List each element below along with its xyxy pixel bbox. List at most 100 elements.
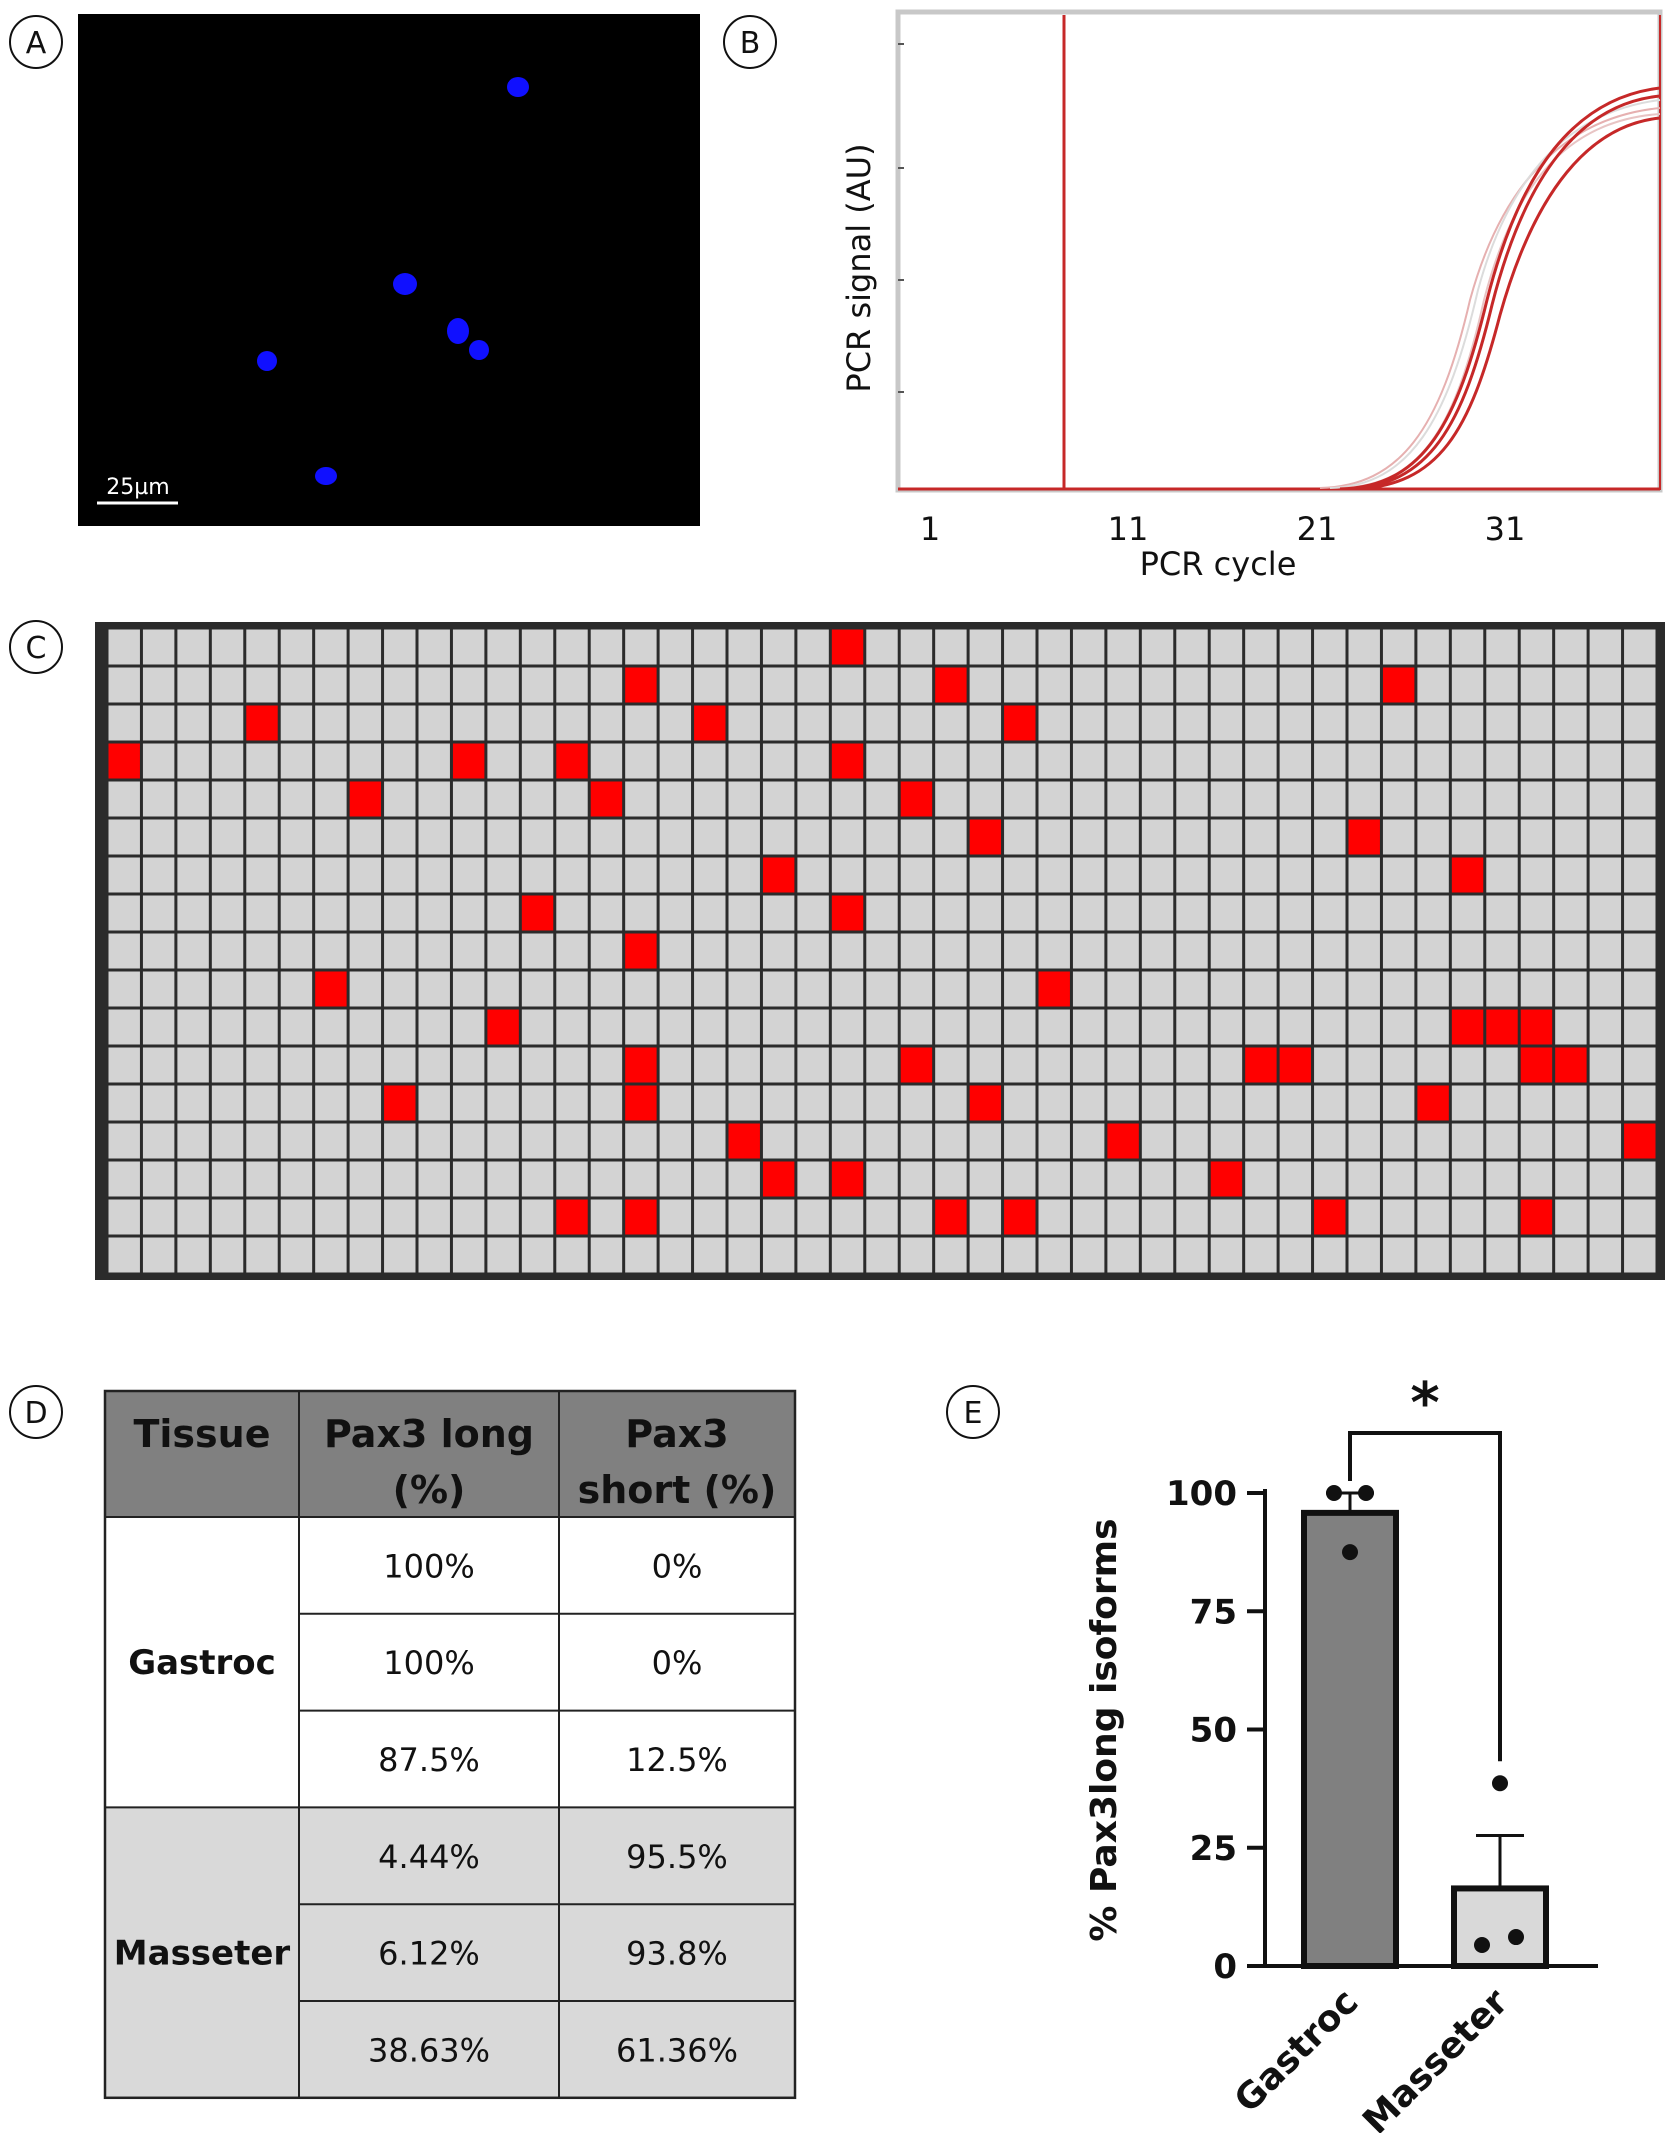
- well: [1348, 1199, 1380, 1235]
- well: [1555, 629, 1587, 665]
- well: [659, 629, 692, 665]
- well: [211, 1123, 244, 1159]
- well: [452, 971, 485, 1007]
- well: [1314, 819, 1346, 855]
- positive-well: [728, 1123, 760, 1159]
- well: [315, 705, 347, 741]
- well: [1314, 1237, 1346, 1273]
- well: [900, 629, 933, 665]
- well: [487, 781, 519, 817]
- well: [521, 667, 554, 703]
- well: [521, 781, 554, 817]
- pcr-curve-faint: [1329, 99, 1661, 489]
- well: [935, 895, 967, 931]
- well: [1382, 705, 1415, 741]
- well: [521, 1237, 554, 1273]
- y-tick-label: 75: [1190, 1592, 1237, 1632]
- well: [1382, 1009, 1415, 1045]
- well: [694, 629, 726, 665]
- well: [177, 1237, 209, 1273]
- well: [694, 895, 726, 931]
- positive-well: [1520, 1009, 1553, 1045]
- well: [108, 857, 140, 893]
- panel-d-label-circle: [9, 1385, 63, 1439]
- well: [487, 705, 519, 741]
- well: [1038, 857, 1070, 893]
- well: [1314, 667, 1346, 703]
- well: [1486, 857, 1518, 893]
- well: [1417, 705, 1449, 741]
- well: [521, 933, 554, 969]
- positive-well: [1004, 705, 1036, 741]
- well: [487, 1161, 519, 1197]
- well: [1279, 1009, 1312, 1045]
- well: [1624, 857, 1656, 893]
- well: [315, 1009, 347, 1045]
- well: [969, 781, 1002, 817]
- well: [1245, 971, 1277, 1007]
- well: [211, 629, 244, 665]
- well: [280, 1047, 313, 1083]
- well: [1451, 895, 1484, 931]
- well: [418, 933, 450, 969]
- panel-e-label-circle: [946, 1385, 1000, 1439]
- micrograph-background: [78, 14, 700, 526]
- nucleus: [315, 467, 337, 485]
- y-tick-label: 0: [1213, 1947, 1237, 1987]
- well: [1279, 1237, 1312, 1273]
- well: [418, 857, 450, 893]
- well: [1245, 1123, 1277, 1159]
- well: [1624, 629, 1656, 665]
- panel-c: C: [9, 620, 1665, 1280]
- positive-well: [108, 743, 140, 779]
- well: [1038, 781, 1070, 817]
- well: [349, 629, 382, 665]
- well: [142, 1009, 175, 1045]
- well: [1004, 933, 1036, 969]
- positive-well: [1348, 819, 1380, 855]
- well: [866, 895, 898, 931]
- well: [1176, 705, 1208, 741]
- table-header-cell: Tissue: [133, 1412, 270, 1456]
- positive-well: [900, 781, 933, 817]
- table-cell: 12.5%: [626, 1741, 728, 1779]
- positive-well: [694, 705, 726, 741]
- well: [487, 895, 519, 931]
- well: [1107, 1161, 1139, 1197]
- well: [384, 933, 416, 969]
- well: [1038, 1161, 1070, 1197]
- well: [1624, 1237, 1656, 1273]
- well: [797, 1009, 829, 1045]
- positive-well: [452, 743, 485, 779]
- well: [659, 1085, 692, 1121]
- well: [315, 667, 347, 703]
- well: [211, 705, 244, 741]
- well: [866, 781, 898, 817]
- well: [108, 1199, 140, 1235]
- panel-b-label-circle: [723, 15, 777, 69]
- well: [384, 705, 416, 741]
- well: [1417, 933, 1449, 969]
- well: [1520, 1123, 1553, 1159]
- well: [1555, 1161, 1587, 1197]
- well: [1348, 667, 1380, 703]
- well: [590, 1199, 623, 1235]
- well: [1141, 971, 1174, 1007]
- well: [659, 1199, 692, 1235]
- well: [246, 743, 278, 779]
- well: [1004, 1009, 1036, 1045]
- well: [452, 1161, 485, 1197]
- well: [1520, 819, 1553, 855]
- well: [1382, 819, 1415, 855]
- well: [831, 1085, 864, 1121]
- well: [1348, 1123, 1380, 1159]
- well: [1176, 1047, 1208, 1083]
- well: [418, 629, 450, 665]
- well: [1141, 857, 1174, 893]
- well: [590, 1009, 623, 1045]
- well: [280, 895, 313, 931]
- well: [831, 1047, 864, 1083]
- well: [762, 1237, 795, 1273]
- well: [728, 1009, 760, 1045]
- well: [694, 1047, 726, 1083]
